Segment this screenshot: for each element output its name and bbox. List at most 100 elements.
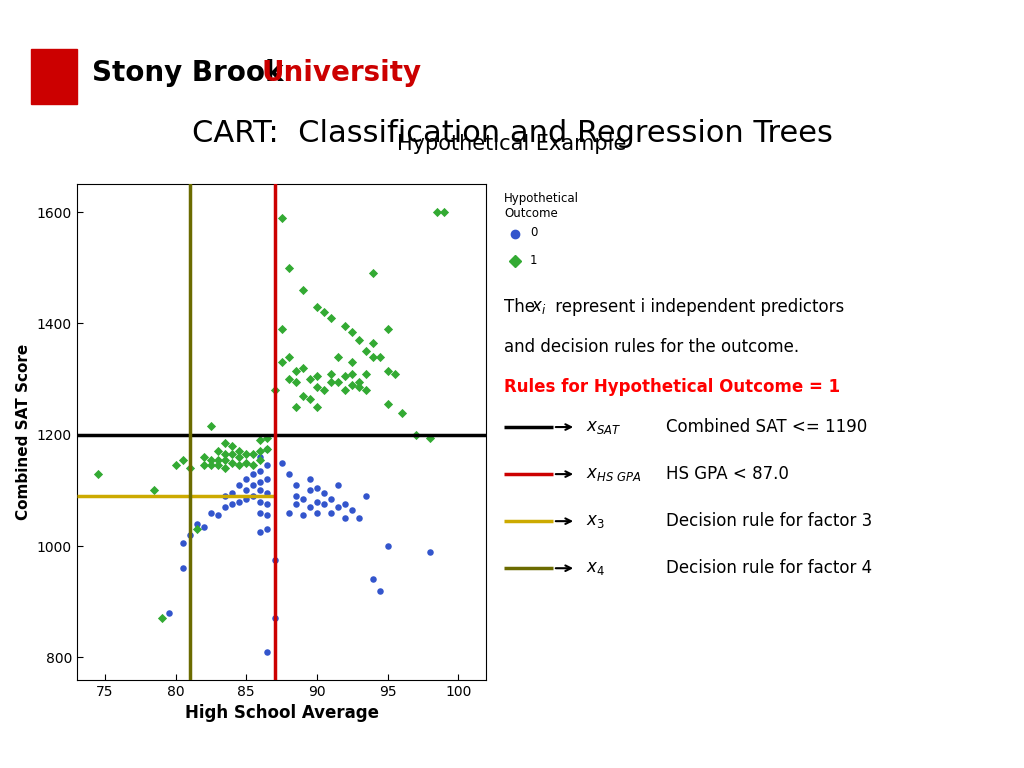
Point [203, 459, 219, 472]
Point [330, 376, 346, 388]
Point [323, 376, 339, 388]
Point [302, 485, 318, 497]
Point [252, 485, 268, 497]
Point [366, 574, 382, 586]
Point [308, 370, 325, 382]
Point [273, 356, 290, 369]
Point [281, 468, 297, 480]
Point [210, 445, 226, 458]
Point [323, 367, 339, 379]
Point [259, 473, 275, 485]
Text: University: University [261, 59, 421, 88]
Point [259, 498, 275, 511]
Point [245, 468, 261, 480]
Point [337, 512, 353, 525]
X-axis label: High School Average: High School Average [184, 704, 379, 722]
Point [351, 376, 368, 388]
Point [351, 334, 368, 346]
Point [323, 492, 339, 505]
Point [358, 490, 375, 502]
Point [181, 529, 198, 541]
Point [281, 262, 297, 274]
Point [259, 459, 275, 472]
Point [203, 507, 219, 519]
Point [259, 432, 275, 444]
Point [330, 351, 346, 363]
Point [203, 420, 219, 432]
Point [196, 521, 212, 533]
Point [245, 490, 261, 502]
Point [259, 487, 275, 499]
Point [210, 459, 226, 472]
Point [295, 389, 311, 402]
Point [181, 462, 198, 475]
Point [239, 473, 255, 485]
Point [337, 320, 353, 333]
Text: 0: 0 [530, 227, 538, 240]
Point [281, 373, 297, 386]
Point [217, 448, 233, 460]
Text: Rules for Hypothetical Outcome = 1: Rules for Hypothetical Outcome = 1 [504, 378, 841, 396]
Text: The: The [504, 298, 541, 316]
Point [358, 367, 375, 379]
Point [154, 612, 170, 624]
Point [422, 545, 438, 558]
Point [308, 401, 325, 413]
Point [252, 507, 268, 519]
Point [366, 351, 382, 363]
Point [266, 384, 283, 396]
Text: represent i independent predictors: represent i independent predictors [551, 298, 845, 316]
Bar [31, 49, 77, 104]
Text: 12: 12 [949, 730, 995, 763]
Point [330, 478, 346, 491]
Y-axis label: Combined SAT Score: Combined SAT Score [16, 344, 31, 520]
Text: $x_{SAT}$: $x_{SAT}$ [586, 418, 622, 436]
Point [188, 518, 205, 530]
Point [429, 206, 445, 218]
Point [308, 495, 325, 508]
Point [217, 490, 233, 502]
Point [259, 442, 275, 455]
Point [358, 345, 375, 357]
Point [146, 485, 163, 497]
Point [315, 498, 332, 511]
Point [379, 398, 395, 410]
Point [337, 384, 353, 396]
Point [288, 365, 304, 377]
Text: Hypothetical Example: Hypothetical Example [397, 134, 627, 154]
Point [344, 356, 360, 369]
Point [295, 362, 311, 374]
Point [231, 495, 248, 508]
Point [231, 459, 248, 472]
Text: Stony Brook: Stony Brook [92, 59, 293, 88]
Text: $x_i$: $x_i$ [531, 298, 547, 316]
Point [379, 540, 395, 552]
Point [308, 300, 325, 313]
Point [344, 367, 360, 379]
Point [266, 612, 283, 624]
Point [266, 554, 283, 566]
Point [224, 448, 241, 460]
Text: $x_{HS\ GPA}$: $x_{HS\ GPA}$ [586, 465, 642, 483]
Text: Combined SAT <= 1190: Combined SAT <= 1190 [666, 418, 867, 436]
Point [90, 468, 106, 480]
Point [366, 267, 382, 280]
Point [358, 384, 375, 396]
Point [373, 584, 389, 597]
Text: 1: 1 [530, 253, 538, 266]
Point [224, 487, 241, 499]
Point [217, 462, 233, 475]
Point [288, 376, 304, 388]
Point [323, 312, 339, 324]
Point [196, 451, 212, 463]
Point [231, 451, 248, 463]
Point [252, 445, 268, 458]
Point [281, 351, 297, 363]
Point [295, 284, 311, 296]
Point [422, 432, 438, 444]
Point [217, 501, 233, 513]
Point [217, 437, 233, 449]
Text: $x_4$: $x_4$ [586, 559, 605, 578]
Point [344, 326, 360, 338]
Point [281, 507, 297, 519]
